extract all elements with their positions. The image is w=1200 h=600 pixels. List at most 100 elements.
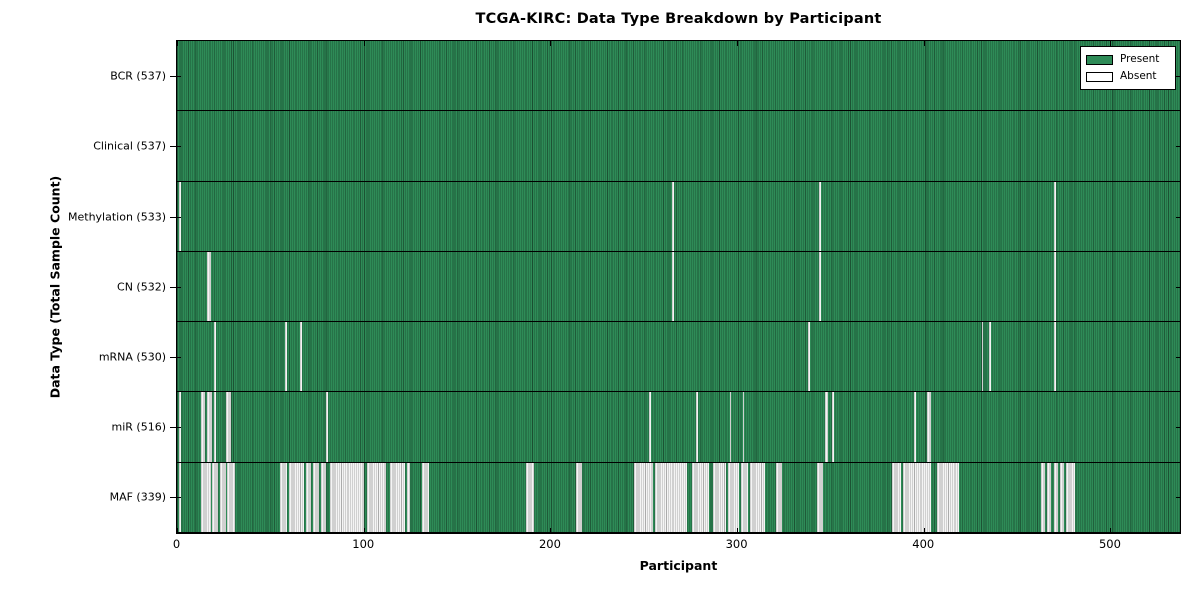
absent-segment [389,462,405,532]
chart-title: TCGA-KIRC: Data Type Breakdown by Partic… [475,11,882,27]
absent-segment [330,462,364,532]
legend-label: Absent [1120,70,1157,83]
absent-segment [634,462,653,532]
absent-segment [727,462,739,532]
absent-segment [819,251,821,322]
absent-segment [1054,322,1057,392]
absent-segment [227,462,235,532]
x-tick-label: 200 [538,537,561,551]
chart-row-maf [177,462,1180,533]
plot-area [176,40,1181,534]
absent-segment [178,181,181,251]
absent-segment [981,322,984,392]
absent-segment [212,462,219,532]
y-tick [170,146,176,148]
legend-label: Present [1120,53,1160,66]
y-tick [170,497,176,499]
y-tick-label: BCR (537) [110,69,166,83]
absent-segment [367,462,387,532]
absent-segment [225,392,232,462]
x-tick [550,41,552,46]
absent-segment [1046,462,1051,532]
chart-row-clinical [177,111,1180,182]
y-tick-label: mRNA (530) [98,350,166,364]
absent-segment [326,392,329,462]
legend-item-absent: Absent [1086,68,1169,85]
absent-segment [817,462,823,532]
absent-segment [421,462,429,532]
chart-row-mrna [177,322,1180,393]
absent-segment [526,462,534,532]
y-tick [177,146,181,148]
y-tick-label: CN (532) [117,280,166,294]
absent-segment [289,462,304,532]
absent-segment [313,462,319,532]
x-tick [363,41,365,46]
absent-segment [320,462,327,532]
absent-segment [279,462,288,532]
y-tick-label: MAF (339) [109,490,166,504]
y-tick [177,497,181,499]
absent-segment [891,462,902,532]
absent-segment [742,392,745,462]
absent-segment [1041,462,1045,532]
chart-row-mir [177,392,1180,463]
y-tick [1176,497,1180,499]
y-tick [177,427,181,429]
absent-segment [214,322,217,392]
x-tick [737,528,738,533]
y-tick [1176,356,1180,358]
y-axis: BCR (537) Clinical (537) Methylation (533)… [0,40,176,534]
absent-segment [1059,462,1064,532]
x-tick [177,528,178,533]
y-tick [170,286,176,288]
absent-segment [206,251,211,322]
y-tick [177,76,181,78]
x-tick-label: 500 [1098,537,1121,551]
y-tick [1176,76,1180,78]
absent-segment [219,462,226,532]
y-tick [1176,146,1180,148]
y-tick-label: Methylation (533) [68,210,166,223]
absent-segment [201,462,211,532]
absent-segment [406,462,411,532]
absent-segment [903,462,932,532]
absent-segment [214,392,217,462]
x-tick-label: 400 [912,537,935,551]
absent-segment [300,322,303,392]
y-tick-label: Clinical (537) [93,139,166,153]
absent-segment [1054,181,1057,251]
x-tick [363,528,365,533]
absent-segment [671,181,674,251]
absent-segment [654,462,687,532]
absent-segment [1054,462,1059,532]
x-tick-label: 100 [352,537,375,551]
absent-segment [305,462,312,532]
absent-segment [824,392,829,462]
legend-swatch-present [1086,54,1113,65]
y-tick [1176,216,1180,218]
absent-segment [649,392,652,462]
absent-segment [1065,462,1075,532]
x-tick [1110,528,1112,533]
x-tick [177,41,178,46]
y-tick [177,356,181,358]
absent-segment [178,392,181,462]
absent-segment [832,392,835,462]
absent-segment [201,392,205,462]
y-tick [1176,286,1180,288]
legend-swatch-absent [1086,71,1113,82]
x-tick-label: 0 [172,537,181,551]
legend-item-present: Present [1086,51,1169,68]
absent-segment [776,462,782,532]
absent-segment [914,392,917,462]
y-tick [170,356,176,358]
x-tick-label: 300 [725,537,748,551]
x-tick [1110,41,1112,46]
absent-segment [750,462,765,532]
y-tick-label: miR (516) [111,420,167,434]
y-tick [170,216,176,218]
chart-row-cn [177,251,1180,323]
absent-segment [712,462,726,532]
absent-segment [695,392,698,462]
